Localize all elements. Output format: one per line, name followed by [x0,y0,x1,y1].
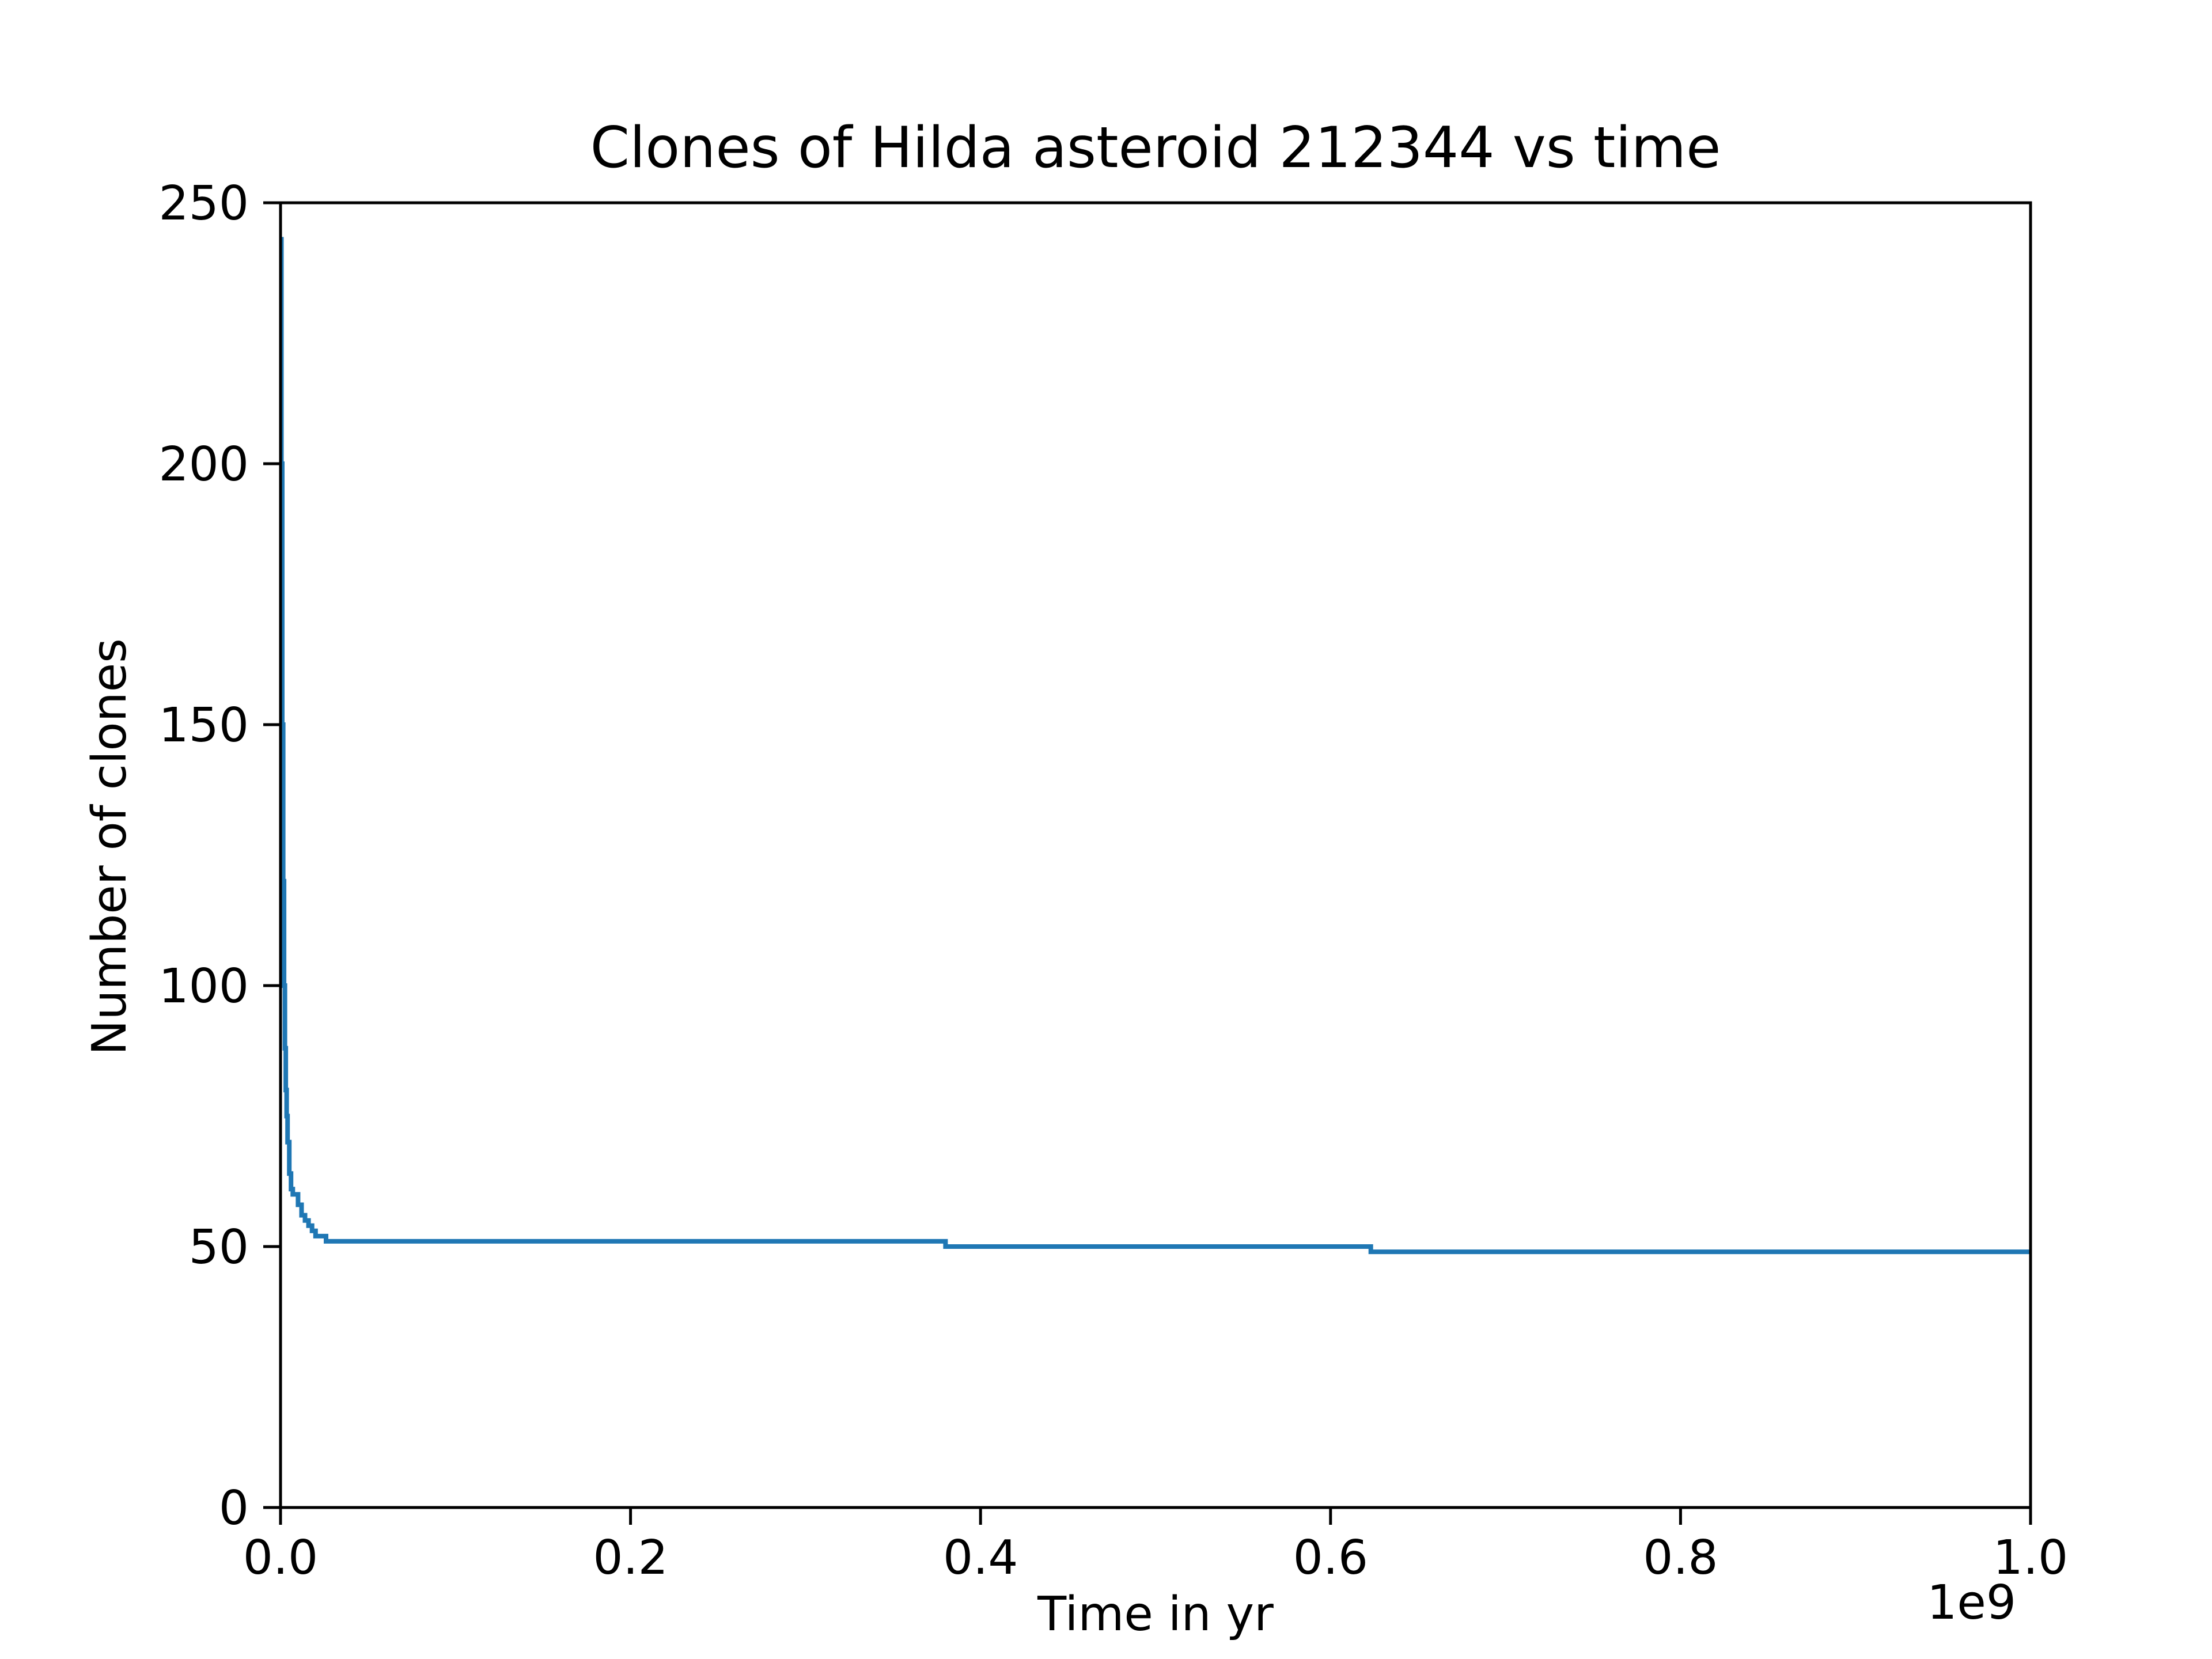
y-tick-label: 200 [158,437,249,492]
x-tick-label: 0.2 [593,1531,668,1585]
x-tick-label: 0.4 [943,1531,1018,1585]
x-axis-label: Time in yr [1037,1587,1274,1642]
y-tick-label: 100 [158,959,249,1014]
y-tick-label: 50 [189,1220,249,1275]
x-tick-label: 0.0 [243,1531,318,1585]
y-tick-label: 150 [158,698,249,753]
axes-frame [279,201,2032,1509]
y-axis-label: Number of clones [82,638,137,1055]
x-tick-label: 1.0 [1993,1531,2068,1585]
chart-title: Clones of Hilda asteroid 212344 vs time [590,115,1721,181]
plot-area [279,237,2031,1255]
y-axis-ticks: 0 50 100 150 200 250 [158,176,281,1536]
x-tick-label: 0.6 [1293,1531,1368,1585]
y-tick-label: 0 [219,1481,249,1536]
y-tick-label: 250 [158,176,249,231]
x-axis-ticks: 0.0 0.2 0.4 0.6 0.8 1.0 [243,1508,2068,1585]
x-tick-label: 0.8 [1643,1531,1718,1585]
x-axis-offset-label: 1e9 [1927,1575,2016,1630]
series-line-0 [279,237,2031,1255]
